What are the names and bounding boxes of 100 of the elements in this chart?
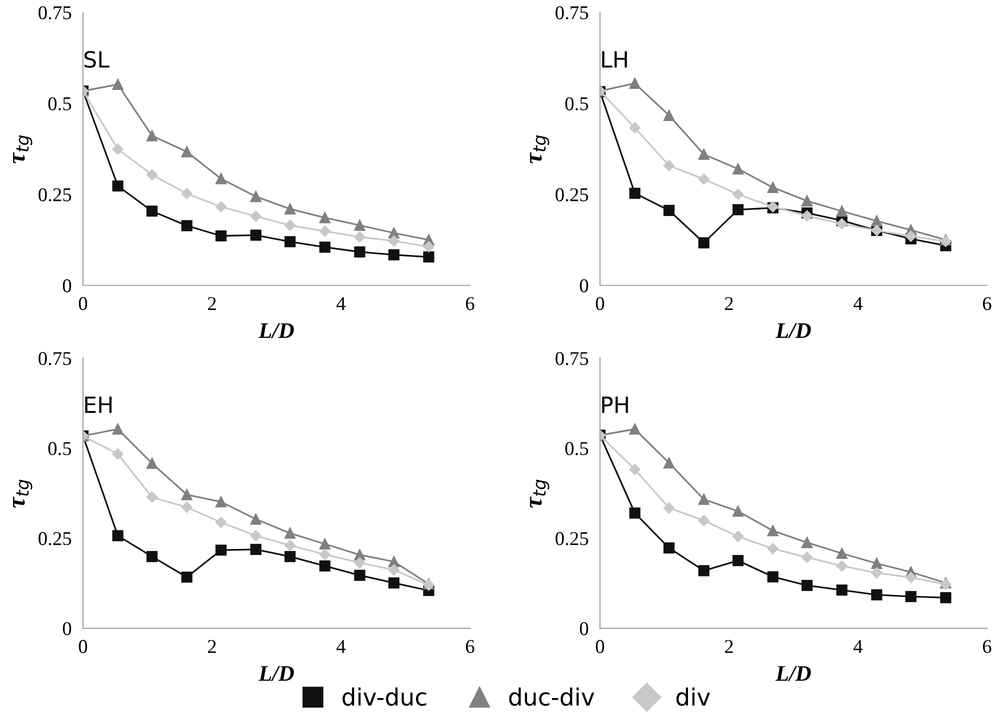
point	[905, 591, 916, 602]
point	[663, 457, 675, 469]
y-tick-label: 0.5	[565, 442, 588, 456]
point	[940, 236, 952, 247]
point	[284, 236, 296, 248]
y-tick-label: 0	[580, 279, 588, 292]
point	[146, 169, 158, 180]
point	[112, 530, 124, 542]
point	[905, 230, 916, 242]
point	[354, 570, 366, 581]
point	[284, 220, 296, 231]
point	[215, 516, 227, 528]
point	[423, 241, 434, 252]
point	[732, 188, 744, 200]
point	[250, 191, 262, 202]
point	[663, 110, 675, 121]
point	[354, 220, 366, 231]
point	[354, 246, 366, 258]
point	[146, 206, 158, 217]
point	[319, 548, 330, 560]
point	[284, 528, 296, 539]
point	[146, 130, 158, 142]
point	[181, 146, 192, 158]
y-tick-label: 0.5	[48, 97, 72, 110]
x-axis-title: L/D	[775, 666, 811, 681]
point	[663, 160, 675, 172]
point	[250, 230, 262, 241]
legend-label: div	[676, 688, 710, 706]
y-axis-title: τ$_{tg}$	[13, 480, 32, 508]
x-tick-label: 2	[724, 297, 733, 310]
point	[112, 448, 124, 460]
point	[181, 188, 192, 200]
y-axis-title: τ$_{tg}$	[530, 135, 550, 164]
point	[284, 203, 296, 214]
point	[629, 122, 640, 134]
point	[181, 502, 192, 513]
y-axis-title: τ$_{tg}$	[530, 480, 550, 508]
point	[698, 565, 710, 576]
point	[767, 525, 778, 536]
point	[629, 464, 640, 476]
point	[423, 251, 434, 263]
annotation: SL	[84, 50, 110, 68]
annotation: EH	[85, 396, 112, 413]
point	[801, 195, 813, 206]
point	[698, 148, 710, 160]
point	[250, 530, 262, 542]
point	[629, 78, 640, 89]
point	[250, 544, 262, 555]
point	[629, 188, 640, 199]
point	[732, 204, 744, 216]
x-axis-title: L/D	[258, 323, 294, 338]
annotation: LH	[602, 51, 627, 68]
point	[388, 235, 400, 247]
y-tick-label: 0	[62, 279, 72, 292]
point	[388, 249, 400, 260]
point	[871, 215, 882, 227]
point	[698, 173, 710, 185]
y-tick-label: 0.25	[38, 532, 72, 546]
point	[215, 544, 227, 556]
y-tick-label: 0.5	[565, 97, 588, 110]
x-axis-title: L/D	[258, 666, 294, 681]
x-tick-label: 6	[466, 640, 474, 654]
point	[250, 514, 262, 525]
point	[871, 558, 882, 569]
x-tick-label: 4	[336, 297, 346, 310]
x-tick-label: 2	[724, 640, 733, 653]
x-tick-label: 2	[208, 297, 216, 310]
x-tick-label: 2	[208, 640, 216, 653]
y-tick-label: 0.25	[556, 532, 588, 546]
point	[181, 489, 192, 500]
x-tick-label: 4	[336, 640, 346, 653]
point	[732, 163, 744, 174]
x-tick-label: 6	[982, 297, 992, 310]
point	[801, 580, 813, 591]
legend-label: duc-div	[509, 688, 594, 706]
point	[663, 204, 675, 216]
point	[181, 572, 192, 583]
legend-label: div-duc	[342, 688, 426, 706]
point	[698, 237, 710, 248]
point	[146, 551, 158, 562]
point	[871, 589, 882, 600]
x-tick-label: 6	[466, 297, 474, 310]
point	[767, 571, 778, 582]
y-tick-label: 0.75	[556, 6, 588, 20]
point	[836, 218, 848, 230]
point	[732, 555, 744, 566]
point	[801, 210, 813, 222]
x-tick-label: 0	[596, 640, 604, 654]
point	[801, 552, 813, 563]
point	[354, 231, 366, 243]
point	[250, 210, 262, 222]
point	[698, 494, 710, 505]
point	[181, 220, 192, 232]
point	[663, 502, 675, 514]
point	[732, 530, 744, 542]
x-axis-title: L/D	[775, 323, 811, 338]
point	[388, 564, 400, 576]
point	[836, 584, 848, 596]
y-tick-label: 0.75	[38, 6, 72, 20]
point	[215, 496, 227, 508]
